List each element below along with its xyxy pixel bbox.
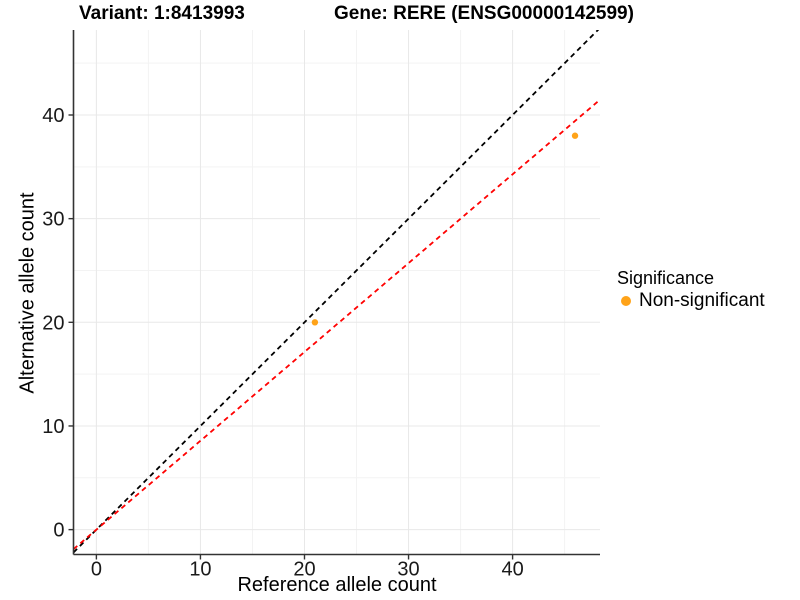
x-axis-title: Reference allele count bbox=[237, 574, 437, 596]
legend-item-label: Non-significant bbox=[639, 290, 765, 311]
y-tick-label: 40 bbox=[42, 105, 64, 127]
fit-line bbox=[73, 98, 600, 550]
legend-point-icon bbox=[621, 296, 631, 306]
x-tick-label: 0 bbox=[91, 559, 102, 581]
y-axis-title: Alternative allele count bbox=[16, 192, 39, 394]
x-tick-label: 30 bbox=[397, 559, 419, 581]
y-tick-label: 30 bbox=[42, 209, 64, 231]
data-point bbox=[311, 319, 319, 326]
y-tick-label: 20 bbox=[42, 312, 64, 334]
y-tick-label: 0 bbox=[53, 520, 64, 542]
legend: Significance Non-significant bbox=[617, 268, 765, 312]
legend-title: Significance bbox=[617, 268, 715, 288]
x-tick-label: 10 bbox=[189, 559, 211, 581]
x-tick-label: 40 bbox=[501, 559, 523, 581]
x-tick-label: 20 bbox=[293, 559, 315, 581]
plot-title-variant: Variant: 1:8413993 bbox=[79, 3, 245, 24]
identity-line bbox=[73, 30, 600, 554]
y-tick-label: 10 bbox=[42, 416, 64, 438]
plot-title-gene: Gene: RERE (ENSG00000142599) bbox=[334, 3, 634, 24]
legend-item-non-significant: Non-significant bbox=[621, 290, 765, 312]
data-point bbox=[571, 132, 579, 139]
